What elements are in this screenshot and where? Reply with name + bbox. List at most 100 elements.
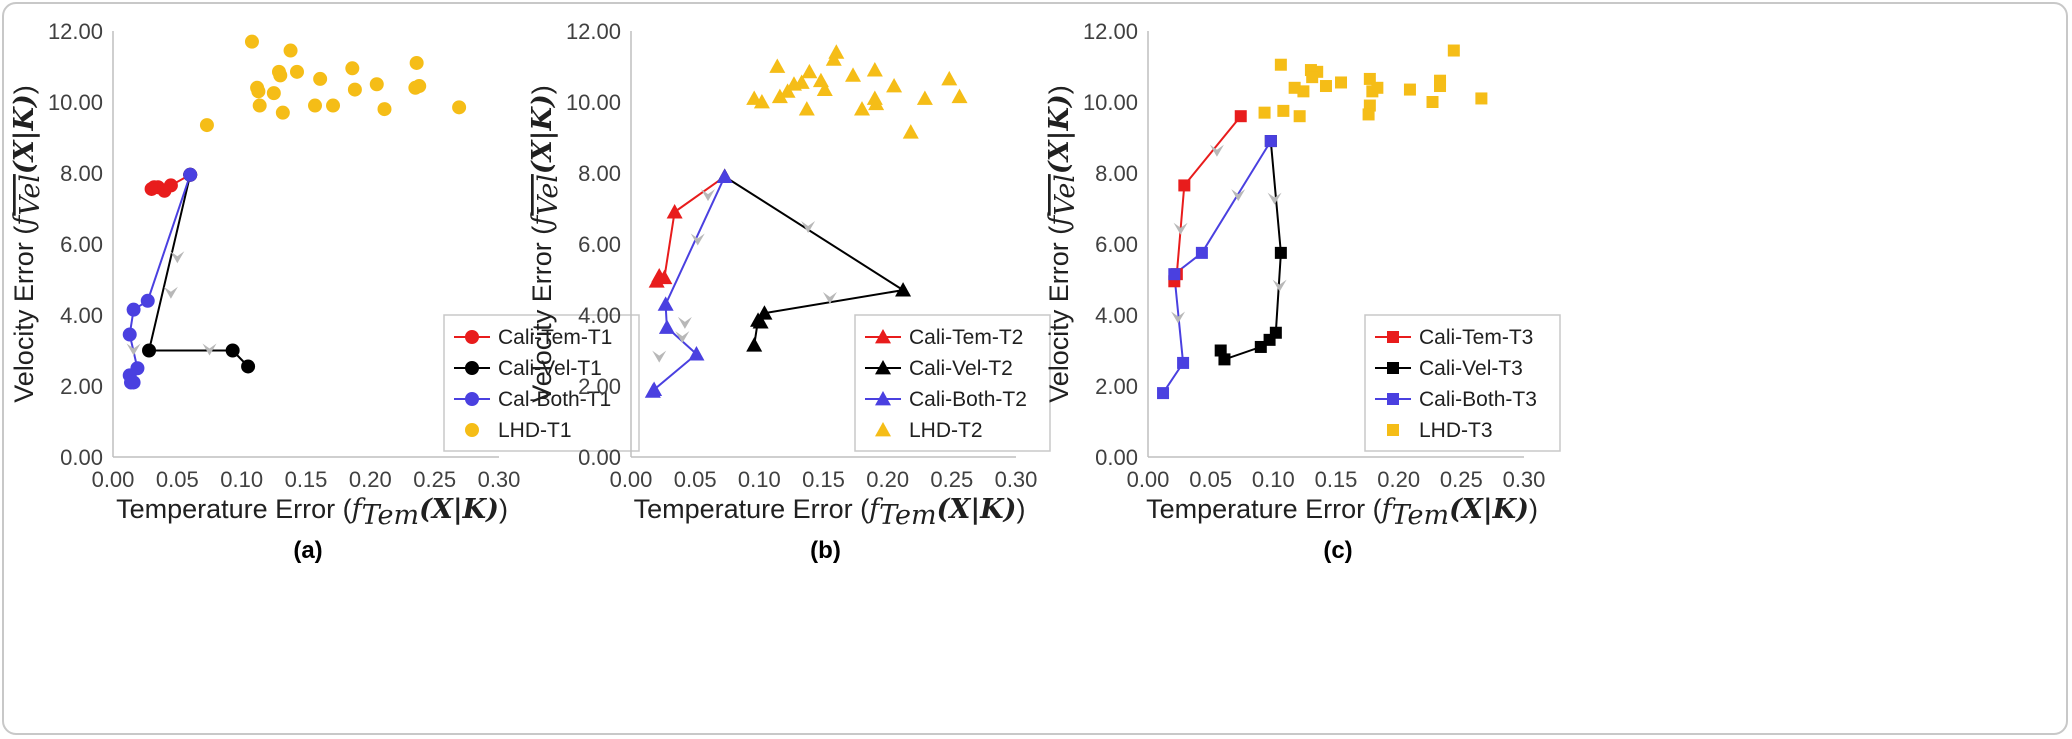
panel-label: (c) xyxy=(1323,537,1352,564)
legend: Cali-Tem-T2 Cali-Vel-T2 Cali-Both-T2 LHD-T2 xyxy=(854,314,1051,452)
data-point xyxy=(1178,179,1191,192)
x-tick-label: 0.00 xyxy=(610,467,653,492)
data-point xyxy=(1426,96,1439,108)
data-point xyxy=(746,337,763,352)
data-point xyxy=(273,68,288,83)
direction-arrow xyxy=(801,221,816,234)
panel-label: (a) xyxy=(293,537,322,564)
direction-arrow xyxy=(170,251,185,264)
data-point xyxy=(785,76,802,91)
data-point xyxy=(750,312,767,327)
direction-arrow xyxy=(202,343,217,356)
data-point xyxy=(1214,344,1227,357)
data-point xyxy=(289,64,304,79)
legend-marker xyxy=(875,422,891,437)
x-tick-label: 0.15 xyxy=(285,467,328,492)
data-point xyxy=(251,84,266,99)
data-point xyxy=(283,43,298,58)
data-point xyxy=(769,58,786,73)
data-point xyxy=(1254,340,1267,353)
legend-label: Cali-Tem-T1 xyxy=(498,326,612,349)
series-cal-both-t1 xyxy=(122,167,198,390)
y-tick-label: 0.00 xyxy=(60,445,103,470)
data-point xyxy=(313,71,328,86)
x-tick-label: 0.10 xyxy=(1252,467,1295,492)
data-point xyxy=(902,124,919,139)
data-point xyxy=(140,293,155,308)
data-point xyxy=(142,343,157,358)
direction-arrow xyxy=(1231,189,1246,202)
data-point xyxy=(1177,356,1190,369)
data-point xyxy=(409,55,424,70)
data-point xyxy=(252,98,267,113)
legend-marker xyxy=(875,360,891,375)
direction-arrow xyxy=(1267,192,1282,205)
x-tick-label: 0.05 xyxy=(1189,467,1232,492)
y-tick-label: 2.00 xyxy=(60,374,103,399)
data-point xyxy=(1293,110,1306,123)
y-tick-label: 2.00 xyxy=(1095,374,1138,399)
series-cali-vel-t3 xyxy=(1214,135,1287,366)
data-point xyxy=(644,383,661,398)
data-point xyxy=(886,78,903,93)
series-cali-both-t2 xyxy=(644,168,733,398)
data-point xyxy=(1335,76,1348,89)
data-point xyxy=(1403,83,1416,96)
data-point xyxy=(126,302,141,317)
data-point xyxy=(1168,268,1181,281)
x-tick-label: 0.20 xyxy=(1377,467,1420,492)
data-point xyxy=(326,98,341,113)
direction-arrow xyxy=(652,350,667,363)
legend-marker xyxy=(465,361,479,375)
legend-label: LHD-T1 xyxy=(498,419,572,442)
panel-label: (b) xyxy=(810,537,841,564)
data-point xyxy=(1447,44,1460,57)
direction-arrow xyxy=(1272,279,1287,292)
data-point xyxy=(1195,246,1208,259)
y-tick-label: 2.00 xyxy=(578,374,621,399)
data-point xyxy=(688,346,705,361)
data-point xyxy=(1475,92,1488,105)
series-line-cali-vel-t1 xyxy=(147,174,249,368)
x-axis-title: Temperature Error (fTem(X|K)) xyxy=(1146,494,1538,531)
x-tick-label: 0.10 xyxy=(220,467,263,492)
data-point xyxy=(1277,104,1290,117)
legend-label: Cali-Tem-T2 xyxy=(909,326,1023,349)
data-point xyxy=(1434,80,1447,93)
data-point xyxy=(801,63,818,79)
data-point xyxy=(377,102,392,117)
x-axis-title: Temperature Error (fTem(X|K)) xyxy=(634,494,1026,531)
series-lhd-t3 xyxy=(1258,44,1488,123)
y-tick-label: 12.00 xyxy=(1083,19,1138,44)
data-point xyxy=(1362,108,1375,121)
y-tick-label: 6.00 xyxy=(60,232,103,257)
y-tick-label: 6.00 xyxy=(578,232,621,257)
x-tick-label: 0.15 xyxy=(1315,467,1358,492)
data-point xyxy=(916,90,933,105)
x-tick-label: 0.25 xyxy=(1440,467,1483,492)
direction-arrow xyxy=(677,316,692,329)
legend-label: Cali-Tem-T3 xyxy=(1419,326,1533,349)
data-point xyxy=(1319,80,1332,93)
x-tick-label: 0.00 xyxy=(1127,467,1170,492)
y-tick-label: 6.00 xyxy=(1095,232,1138,257)
direction-arrow xyxy=(126,343,141,356)
data-point xyxy=(275,105,290,120)
y-axis-title: Velocity Error (fVel(X|K)) xyxy=(527,85,564,402)
direction-arrow xyxy=(675,331,690,344)
x-tick-label: 0.05 xyxy=(674,467,717,492)
data-point xyxy=(753,94,770,109)
data-point xyxy=(347,82,362,97)
direction-arrow xyxy=(690,233,705,246)
data-point xyxy=(666,204,683,219)
data-point xyxy=(658,319,675,334)
x-tick-label: 0.15 xyxy=(802,467,845,492)
x-axis-title: Temperature Error (fTem(X|K)) xyxy=(116,494,508,531)
x-tick-label: 0.20 xyxy=(866,467,909,492)
data-point xyxy=(866,62,883,77)
legend-marker xyxy=(1387,331,1399,343)
legend-label: LHD-T3 xyxy=(1419,419,1493,442)
series-lhd-t2 xyxy=(746,44,968,139)
direction-arrow xyxy=(701,189,715,202)
y-tick-label: 4.00 xyxy=(1095,303,1138,328)
